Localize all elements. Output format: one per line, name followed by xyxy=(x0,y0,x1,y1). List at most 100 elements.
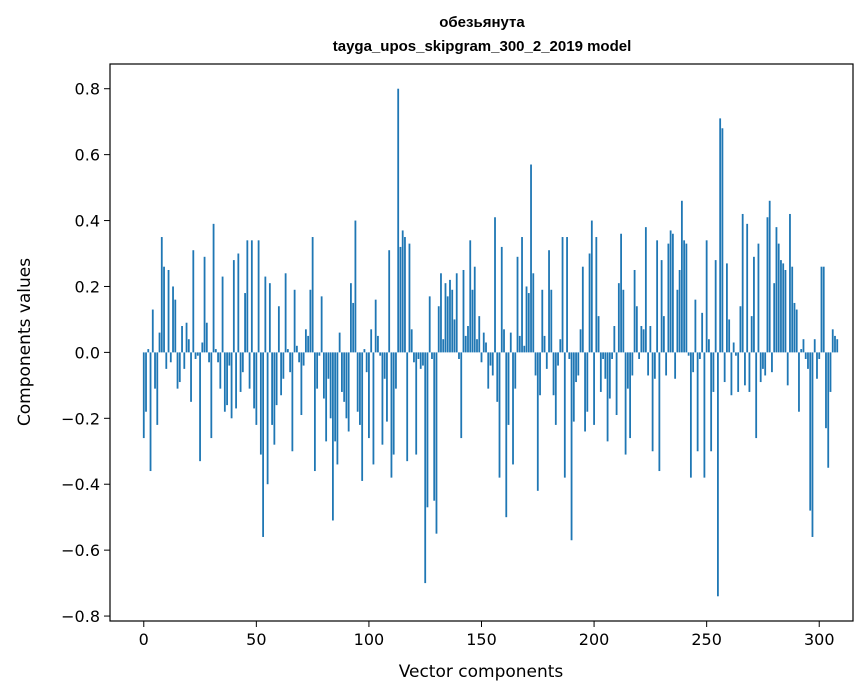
bar xyxy=(300,352,303,416)
bar xyxy=(208,352,210,363)
bar xyxy=(205,322,208,353)
bar xyxy=(649,326,652,353)
bar xyxy=(338,332,341,353)
y-tick-label: 0.4 xyxy=(75,212,100,231)
bar xyxy=(687,352,690,356)
bar xyxy=(764,352,767,376)
bar xyxy=(482,332,485,353)
bar xyxy=(782,263,785,353)
bar xyxy=(363,349,366,353)
bar xyxy=(701,312,704,353)
bar xyxy=(449,279,451,353)
bar xyxy=(620,233,622,353)
bar xyxy=(712,352,715,392)
bar xyxy=(717,352,719,597)
bar xyxy=(302,352,305,366)
bar xyxy=(354,220,357,353)
bar xyxy=(257,240,260,353)
y-tick-label: −0.2 xyxy=(61,409,100,428)
bar xyxy=(714,260,717,353)
bar xyxy=(320,296,323,353)
bar xyxy=(239,352,242,392)
bar xyxy=(156,352,159,425)
bar xyxy=(196,352,199,356)
bar xyxy=(194,352,197,359)
bar xyxy=(611,352,613,359)
bar xyxy=(572,352,575,422)
bar xyxy=(775,227,778,353)
bar xyxy=(444,283,447,353)
bar xyxy=(750,316,753,353)
bar xyxy=(525,286,528,353)
bar xyxy=(818,352,821,359)
y-tick-label: −0.4 xyxy=(61,475,100,494)
bar xyxy=(286,349,289,353)
bar xyxy=(280,352,283,396)
bar xyxy=(304,329,307,353)
bar xyxy=(332,352,334,521)
bar xyxy=(726,263,728,353)
bar xyxy=(586,352,589,412)
bar xyxy=(723,352,726,383)
bar xyxy=(795,309,798,353)
bar xyxy=(368,352,370,439)
bar xyxy=(327,352,330,379)
bar xyxy=(581,266,584,353)
x-tick-label: 250 xyxy=(691,630,722,649)
bar xyxy=(451,289,454,353)
bar xyxy=(435,352,438,534)
bar xyxy=(426,352,429,508)
y-tick-label: −0.8 xyxy=(61,607,100,626)
bar xyxy=(192,250,195,353)
bar xyxy=(566,237,568,353)
bar xyxy=(570,352,573,541)
bar xyxy=(476,339,478,353)
bar xyxy=(185,322,188,353)
bar xyxy=(496,352,499,402)
bar xyxy=(408,243,411,353)
bar xyxy=(593,352,595,425)
y-tick-label: −0.6 xyxy=(61,541,100,560)
bar xyxy=(773,283,776,353)
bar xyxy=(298,352,301,363)
bar xyxy=(361,352,364,481)
bar xyxy=(753,256,755,353)
bar xyxy=(273,352,276,445)
bar xyxy=(541,289,544,353)
bar xyxy=(255,352,258,425)
bar xyxy=(264,276,267,353)
bar xyxy=(259,352,262,455)
bar xyxy=(834,335,836,353)
bar xyxy=(350,283,352,353)
bar xyxy=(318,352,321,356)
bar xyxy=(424,352,427,584)
bar xyxy=(500,246,503,353)
bar xyxy=(322,352,325,399)
bar xyxy=(532,273,535,353)
bar xyxy=(739,306,742,353)
bar xyxy=(388,250,391,353)
x-axis: 0 50 100 150 200 250 300 xyxy=(139,621,835,649)
bar xyxy=(244,293,246,353)
bar xyxy=(811,352,814,537)
y-axis: −0.8 −0.6 −0.4 −0.2 0.0 0.2 0.4 0.6 0.8 xyxy=(61,80,110,626)
bar xyxy=(521,237,523,353)
bar xyxy=(658,352,661,472)
bar xyxy=(464,335,467,353)
bar xyxy=(284,273,287,353)
bar xyxy=(154,352,156,389)
bar xyxy=(316,352,319,389)
bar xyxy=(741,213,744,353)
x-tick-label: 150 xyxy=(466,630,497,649)
bar xyxy=(237,253,240,353)
bar xyxy=(732,342,735,353)
bar xyxy=(277,306,280,353)
bar xyxy=(827,352,830,468)
bar xyxy=(345,352,348,419)
bar xyxy=(458,352,460,359)
bar xyxy=(780,260,782,353)
y-tick-label: 0.0 xyxy=(75,343,100,362)
bar xyxy=(406,352,409,462)
bar xyxy=(178,352,181,383)
bar xyxy=(680,200,683,353)
